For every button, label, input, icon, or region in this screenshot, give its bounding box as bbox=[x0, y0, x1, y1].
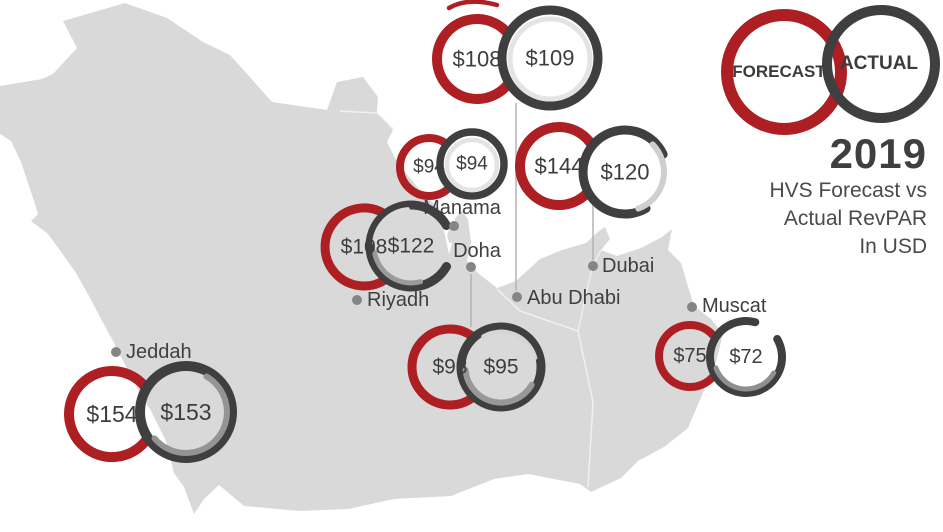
forecast-ring-manama bbox=[396, 134, 453, 200]
forecast-ring-abu-dhabi bbox=[432, 14, 513, 104]
actual-value-jeddah: $153 bbox=[160, 399, 211, 425]
ring-highlight-muscat bbox=[713, 365, 777, 392]
legend-actual-label: ACTUAL bbox=[839, 53, 919, 74]
legend-forecast-label: FORECAST bbox=[732, 62, 826, 81]
sketch-artifact-arc bbox=[446, 0, 500, 11]
ring-highlight-doha bbox=[462, 367, 535, 406]
forecast-ring-muscat bbox=[655, 320, 719, 391]
actual-value-manama: $94 bbox=[456, 154, 488, 175]
ring-highlight-jeddah bbox=[151, 373, 230, 456]
report-year: 2019 bbox=[829, 130, 927, 177]
country-border-kuwait bbox=[339, 110, 395, 130]
actual-ring-muscat bbox=[706, 316, 786, 397]
ring-highlight-manama bbox=[444, 137, 500, 193]
city-label-muscat: Muscat bbox=[702, 295, 767, 317]
forecast-ring-doha bbox=[407, 324, 477, 410]
legend-actual-ring bbox=[822, 5, 940, 123]
map-arabian-peninsula bbox=[0, 3, 723, 514]
report-subtitle-line1: HVS Forecast vs bbox=[769, 179, 927, 202]
ring-highlight-doha bbox=[481, 329, 538, 360]
actual-ring-manama bbox=[436, 128, 508, 200]
city-label-doha: Doha bbox=[453, 240, 502, 262]
forecast-value-riyadh: $108 bbox=[341, 236, 388, 259]
ring-highlight-dubai bbox=[635, 141, 667, 212]
city-dot-jeddah bbox=[111, 347, 121, 357]
city-label-riyadh: Riyadh bbox=[367, 289, 429, 311]
forecast-value-muscat: $75 bbox=[673, 345, 706, 367]
title-block: 2019 HVS Forecast vs Actual RevPAR In US… bbox=[769, 131, 927, 261]
city-dot-manama bbox=[449, 221, 459, 231]
forecast-value-doha: $93 bbox=[432, 356, 467, 379]
city-label-abu-dhabi: Abu Dhabi bbox=[527, 287, 620, 309]
city-dot-doha bbox=[466, 262, 476, 272]
city-dot-dubai bbox=[588, 261, 598, 271]
actual-value-doha: $95 bbox=[483, 356, 518, 379]
forecast-value-dubai: $144 bbox=[535, 154, 584, 179]
city-dot-abu-dhabi bbox=[512, 292, 522, 302]
actual-ring-jeddah bbox=[135, 361, 237, 463]
city-label-jeddah: Jeddah bbox=[126, 341, 192, 363]
forecast-value-manama: $94 bbox=[413, 157, 445, 178]
ring-highlight-riyadh bbox=[372, 249, 424, 286]
ring-highlight-abu-dhabi bbox=[507, 16, 593, 102]
actual-ring-doha bbox=[456, 322, 546, 412]
forecast-ring-jeddah bbox=[64, 366, 152, 463]
actual-value-riyadh: $122 bbox=[388, 235, 435, 258]
city-label-manama: Manama bbox=[423, 197, 502, 219]
report-subtitle-line3: In USD bbox=[859, 235, 927, 258]
actual-ring-abu-dhabi bbox=[497, 5, 603, 111]
city-dot-muscat bbox=[687, 302, 697, 312]
report-subtitle-line2: Actual RevPAR bbox=[783, 207, 927, 230]
legend-forecast-ring bbox=[721, 9, 847, 135]
city-dot-riyadh bbox=[352, 295, 362, 305]
forecast-ring-riyadh bbox=[320, 203, 390, 291]
actual-value-muscat: $72 bbox=[729, 346, 762, 368]
forecast-value-jeddah: $154 bbox=[86, 401, 137, 427]
actual-value-abu-dhabi: $109 bbox=[526, 46, 575, 71]
actual-ring-dubai bbox=[578, 125, 668, 219]
city-label-dubai: Dubai bbox=[602, 255, 654, 277]
bahrain-island bbox=[447, 229, 455, 243]
forecast-ring-dubai bbox=[515, 122, 597, 211]
actual-value-dubai: $120 bbox=[601, 160, 650, 185]
forecast-value-abu-dhabi: $108 bbox=[453, 47, 502, 72]
ring-highlight-riyadh bbox=[372, 207, 410, 245]
actual-ring-riyadh bbox=[365, 200, 451, 292]
